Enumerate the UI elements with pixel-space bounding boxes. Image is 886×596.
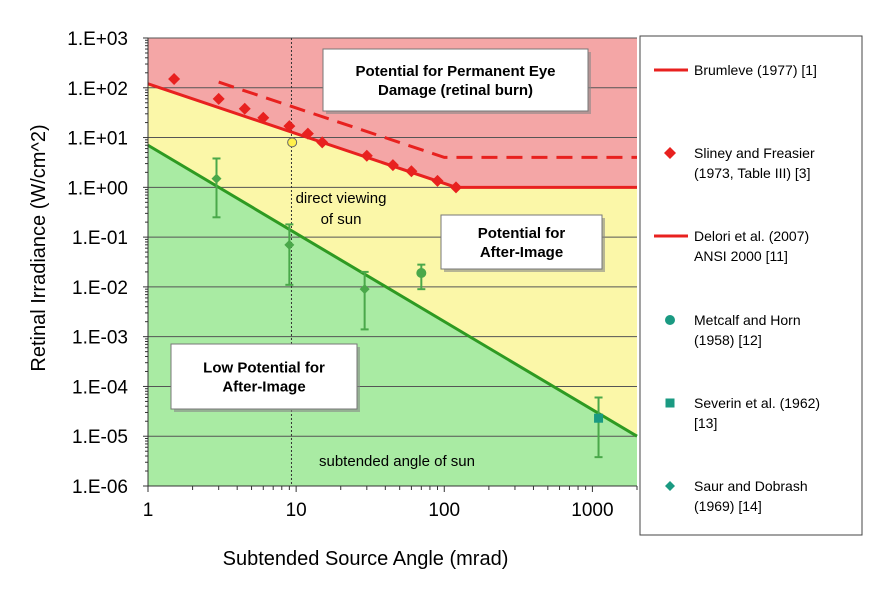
delori-line [218,80,637,159]
low-potential-label [170,343,358,410]
x-tick-label: 1000 [571,500,613,521]
after-image-label [440,214,603,270]
after-image-label-line1: Potential for [478,225,566,242]
sliney-point [238,102,251,115]
legend-label: Saur and Dobrash [694,478,808,494]
after-image-label-line2: After-Image [480,244,563,261]
low-potential-label-line2: After-Image [222,379,305,396]
sliney-point [257,111,270,124]
saur-point [359,284,370,295]
x-axis-title: Subtended Source Angle (mrad) [223,548,509,570]
legend-diamond-marker [664,147,676,159]
annotation-boxes: Potential for Permanent Eye Damage (retin… [170,48,605,470]
permanent-damage-label-line2: Damage (retinal burn) [378,82,533,99]
y-tick-label: 1.E+02 [67,79,128,100]
y-tick-label: 1.E+00 [67,178,128,199]
legend-label: ANSI 2000 [11] [694,248,788,264]
metcalf-point [416,268,427,279]
x-tick-label: 1 [143,500,154,521]
sliney-point [283,120,296,133]
legend-label: Severin et al. (1962) [694,395,820,411]
legend-circle-marker [665,315,675,325]
x-tick-label: 10 [286,500,307,521]
sliney-point [431,174,444,187]
direct-view-line2: of sun [321,211,362,228]
y-tick-label: 1.E-01 [72,228,128,249]
saur-point [211,173,222,184]
sliney-point [450,181,463,194]
saur-point [284,239,295,250]
y-tick-label: 1.E+03 [67,29,128,50]
permanent-damage-label [322,48,589,112]
axes: 1.E+03 1.E+02 1.E+01 1.E+00 1.E-01 1.E-02 1.E-… [28,29,638,570]
severin-point [594,413,604,423]
zone-after-image [148,83,637,437]
x-tick-label: 100 [428,500,460,521]
legend-label: Brumleve (1977) [1] [694,62,817,78]
sliney-point [316,136,329,149]
legend-label: Delori et al. (2007) [694,228,809,244]
legend-label: (1973, Table III) [3] [694,165,810,181]
permanent-damage-label-line1: Potential for Permanent Eye [355,63,555,80]
low-potential-label-line1: Low Potential for [203,360,325,377]
legend-label: (1958) [12] [694,332,762,348]
y-axis-title: Retinal Irradiance (W/cm^2) [28,124,50,371]
sliney-point [168,73,181,86]
data-markers [168,73,604,459]
y-tick-label: 1.E+01 [67,129,128,150]
sliney-point [212,92,225,105]
legend-label: Sliney and Freasier [694,145,815,161]
direct-view-line1: direct viewing [296,190,387,207]
sliney-point [386,159,399,172]
legend-box [639,35,863,536]
legend-diamond-teal-marker [665,481,675,491]
legend: Brumleve (1977) [1] Sliney and Freasier (1… [639,35,863,536]
subtended-angle-label: subtended angle of sun [319,453,475,470]
y-tick-label: 1.E-03 [72,328,128,349]
legend-label: (1969) [14] [694,498,762,514]
green-threshold-line [147,143,638,438]
legend-label: Metcalf and Horn [694,312,801,328]
sliney-point [360,149,373,162]
y-tick-label: 1.E-06 [72,477,128,498]
sliney-point [301,127,314,140]
y-tick-label: 1.E-05 [72,427,128,448]
legend-square-marker [665,398,675,408]
y-tick-label: 1.E-02 [72,278,128,299]
direct-sun-point [287,137,298,148]
legend-label: [13] [694,415,717,431]
y-tick-label: 1.E-04 [72,377,128,398]
sliney-point [405,165,418,178]
